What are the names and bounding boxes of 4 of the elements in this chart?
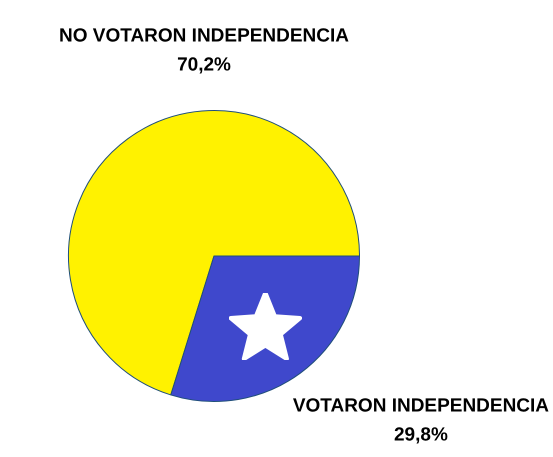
data-label: 70,2% <box>177 54 232 76</box>
slice-label: VOTARON INDEPENDENCIA <box>292 396 550 417</box>
slice-label: NO VOTARON INDEPENDENCIA <box>59 26 350 47</box>
data-label: 29,8% <box>394 424 448 446</box>
